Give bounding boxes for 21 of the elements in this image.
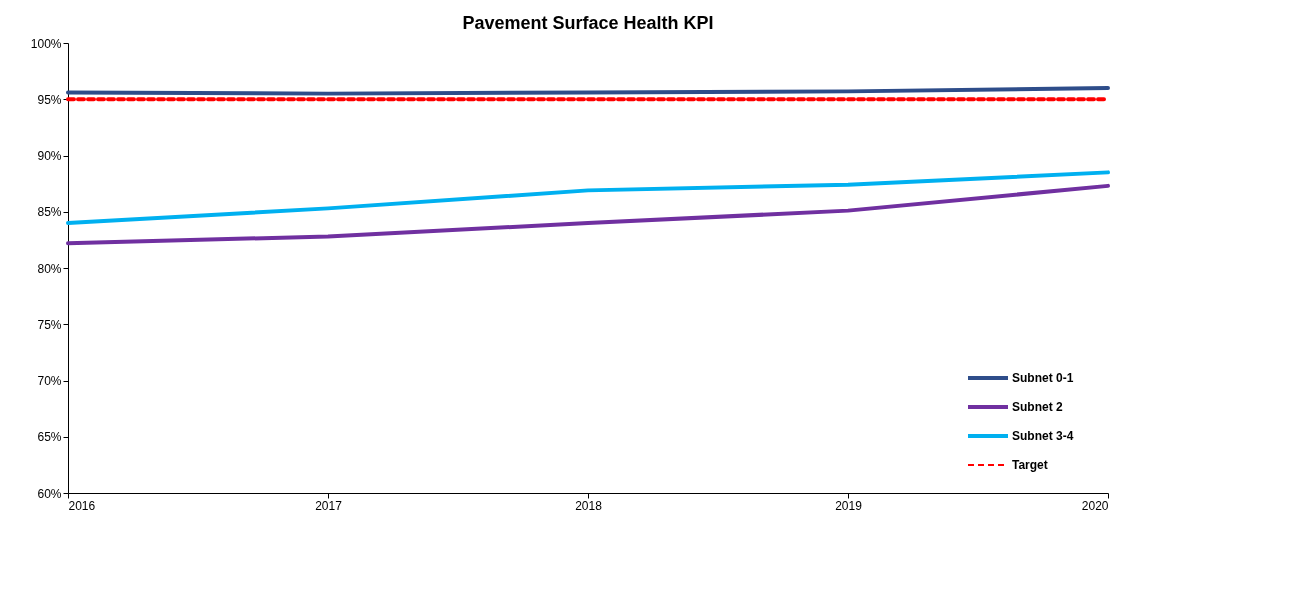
legend-label: Subnet 0-1 bbox=[1012, 371, 1074, 385]
x-tick-label: 2017 bbox=[315, 498, 343, 513]
x-tick-label: 2018 bbox=[575, 498, 603, 513]
y-tick-label: 85% bbox=[37, 205, 62, 220]
x-tick-label: 2019 bbox=[835, 498, 863, 513]
legend-label: Subnet 3-4 bbox=[1012, 429, 1074, 443]
line-series bbox=[66, 183, 1110, 246]
y-tick-label: 60% bbox=[37, 486, 62, 501]
legend-label: Target bbox=[1012, 458, 1048, 472]
y-tick-label: 95% bbox=[37, 92, 62, 107]
legend-label: Subnet 2 bbox=[1012, 400, 1063, 414]
y-tick-label: 90% bbox=[37, 149, 62, 163]
x-tick-label: 2020 bbox=[1081, 498, 1109, 513]
x-tick-label: 2016 bbox=[68, 498, 96, 513]
y-tick-label: 80% bbox=[37, 261, 62, 276]
y-tick-label: 65% bbox=[37, 430, 62, 445]
line-series bbox=[66, 170, 1110, 225]
y-tick-label: 75% bbox=[37, 317, 62, 332]
y-tick-label: 100% bbox=[30, 36, 62, 51]
y-tick-label: 70% bbox=[37, 374, 62, 388]
chart-title: Pavement Surface Health KPI bbox=[462, 13, 714, 33]
